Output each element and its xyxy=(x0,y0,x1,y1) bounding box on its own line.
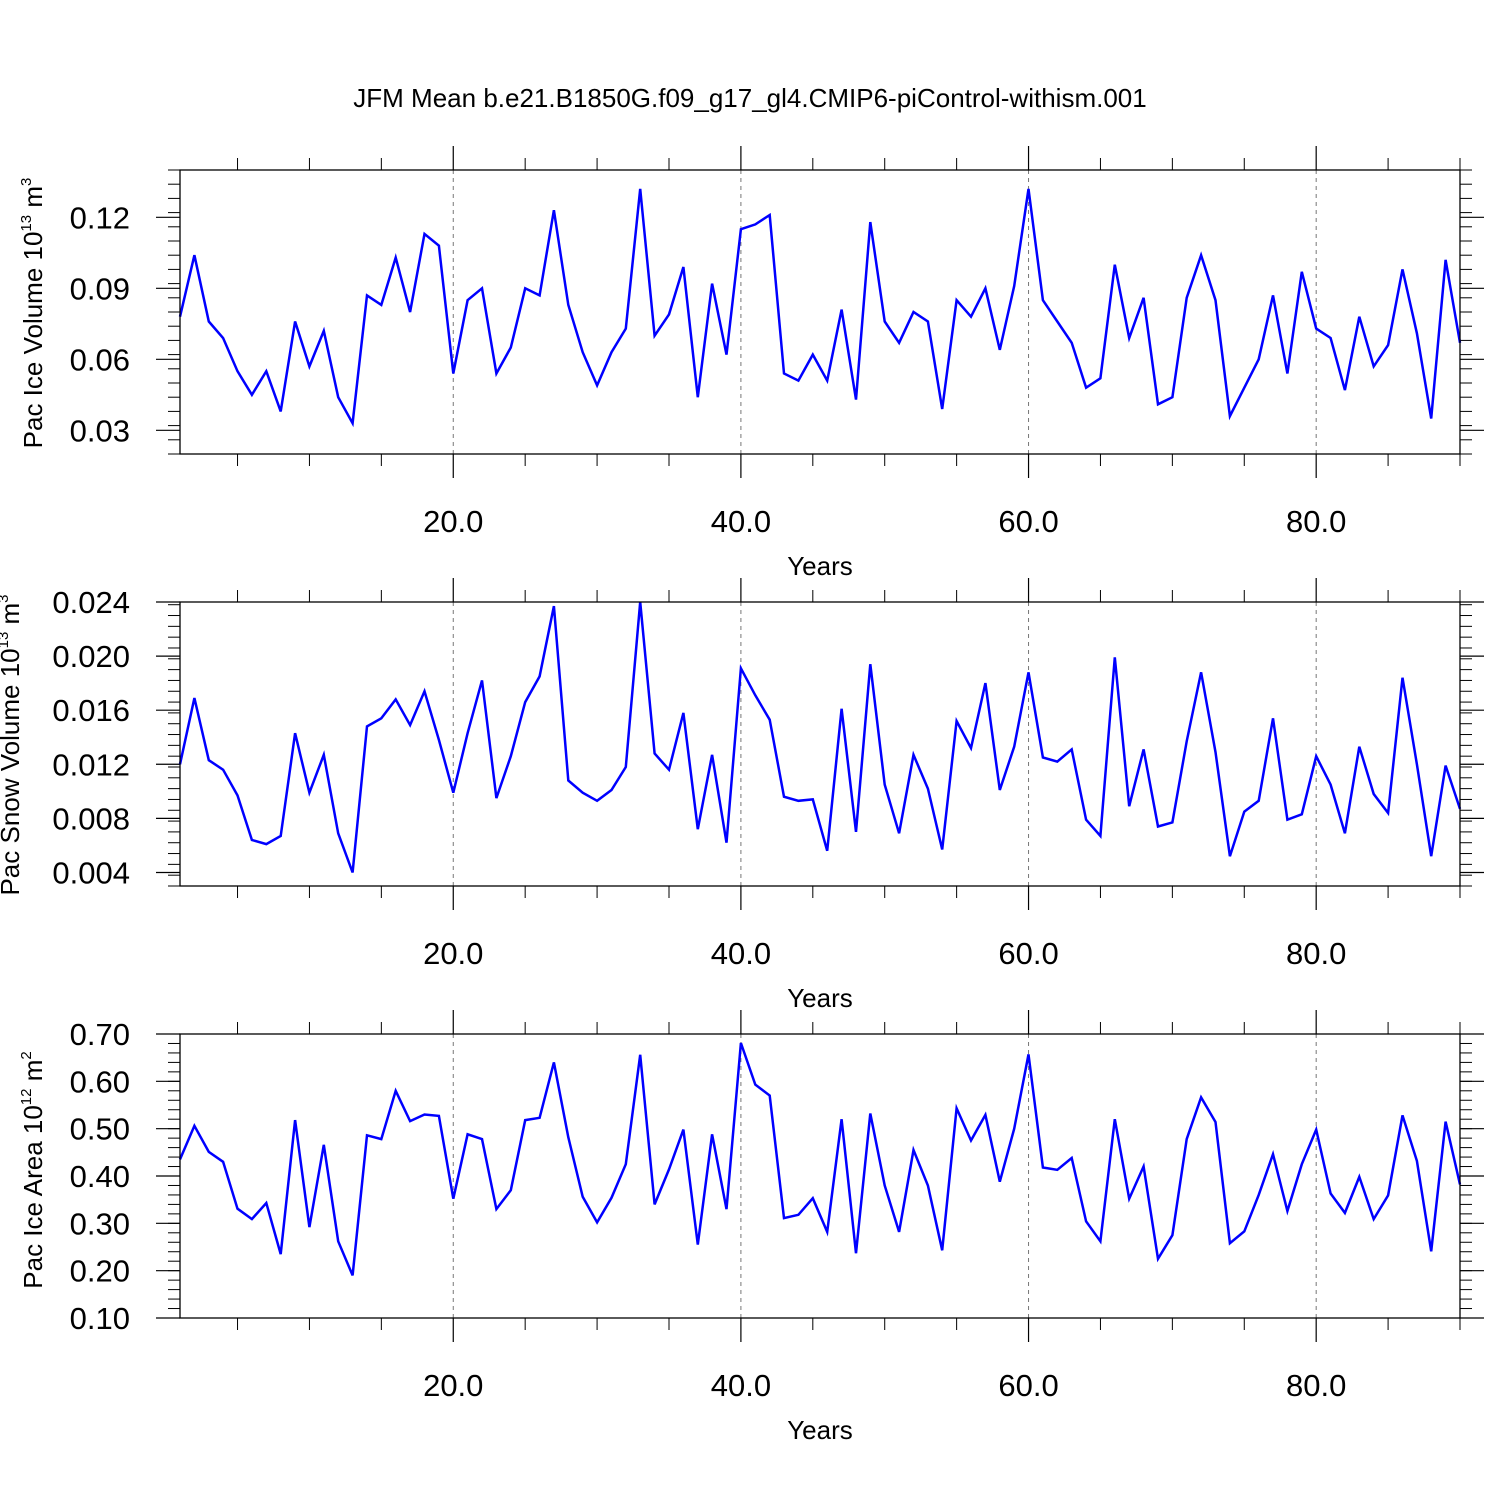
x-axis-title: Years xyxy=(787,551,853,581)
plot-frame xyxy=(179,601,1461,887)
y-tick-label: 0.30 xyxy=(70,1206,130,1241)
y-tick-label: 0.012 xyxy=(52,747,130,782)
x-tick-label: 20.0 xyxy=(423,1368,483,1403)
panel-1: 0.03 0.06 0.09 0.12 20.0 40.0 60.0 80.0 Years Pac… xyxy=(18,146,1484,581)
panels: 0.03 0.06 0.09 0.12 20.0 40.0 60.0 80.0 Years Pac… xyxy=(0,146,1484,1445)
x-axis-title: Years xyxy=(787,983,853,1013)
y-tick-label: 0.70 xyxy=(70,1017,130,1052)
y-tick-label: 0.40 xyxy=(70,1159,130,1194)
x-tick-label: 60.0 xyxy=(998,936,1058,971)
x-tick-label: 40.0 xyxy=(711,504,771,539)
series-line xyxy=(178,1042,1462,1276)
series-line xyxy=(178,601,1462,873)
y-tick-label: 0.024 xyxy=(52,585,130,620)
y-axis-title: Pac Ice Area 1012 m2 xyxy=(18,1051,48,1288)
x-tick-label: 80.0 xyxy=(1286,936,1346,971)
y-axis-title: Pac Snow Volume 1013 m3 xyxy=(0,594,25,895)
x-tick-label: 40.0 xyxy=(711,1368,771,1403)
plot-frame xyxy=(179,169,1461,455)
y-tick-label: 0.008 xyxy=(52,801,130,836)
y-tick-label: 0.60 xyxy=(70,1064,130,1099)
series-line xyxy=(178,188,1462,428)
y-tick-label: 0.12 xyxy=(70,200,130,235)
y-tick-label: 0.03 xyxy=(70,413,130,448)
x-tick-label: 60.0 xyxy=(998,1368,1058,1403)
y-tick-label: 0.09 xyxy=(70,271,130,306)
plot-frame xyxy=(179,1033,1461,1319)
x-tick-label: 20.0 xyxy=(423,936,483,971)
x-tick-label: 80.0 xyxy=(1286,504,1346,539)
x-tick-label: 40.0 xyxy=(711,936,771,971)
y-tick-label: 0.016 xyxy=(52,693,130,728)
x-tick-label: 20.0 xyxy=(423,504,483,539)
y-tick-label: 0.10 xyxy=(70,1301,130,1336)
panel-3: 0.10 0.20 0.30 0.40 0.50 0.60 0.70 20.0 40.0 60.0… xyxy=(18,1010,1484,1445)
y-tick-label: 0.50 xyxy=(70,1112,130,1147)
y-axis-title: Pac Ice Volume 1013 m3 xyxy=(18,178,48,449)
y-tick-label: 0.020 xyxy=(52,639,130,674)
chart-title: JFM Mean b.e21.B1850G.f09_g17_gl4.CMIP6-… xyxy=(353,83,1146,113)
y-tick-label: 0.06 xyxy=(70,342,130,377)
x-tick-label: 80.0 xyxy=(1286,1368,1346,1403)
y-tick-label: 0.004 xyxy=(52,855,130,890)
x-tick-label: 60.0 xyxy=(998,504,1058,539)
x-axis-title: Years xyxy=(787,1415,853,1445)
y-tick-label: 0.20 xyxy=(70,1254,130,1289)
panel-2: 0.004 0.008 0.012 0.016 0.020 0.024 20.0 40.0 60… xyxy=(0,578,1484,1013)
